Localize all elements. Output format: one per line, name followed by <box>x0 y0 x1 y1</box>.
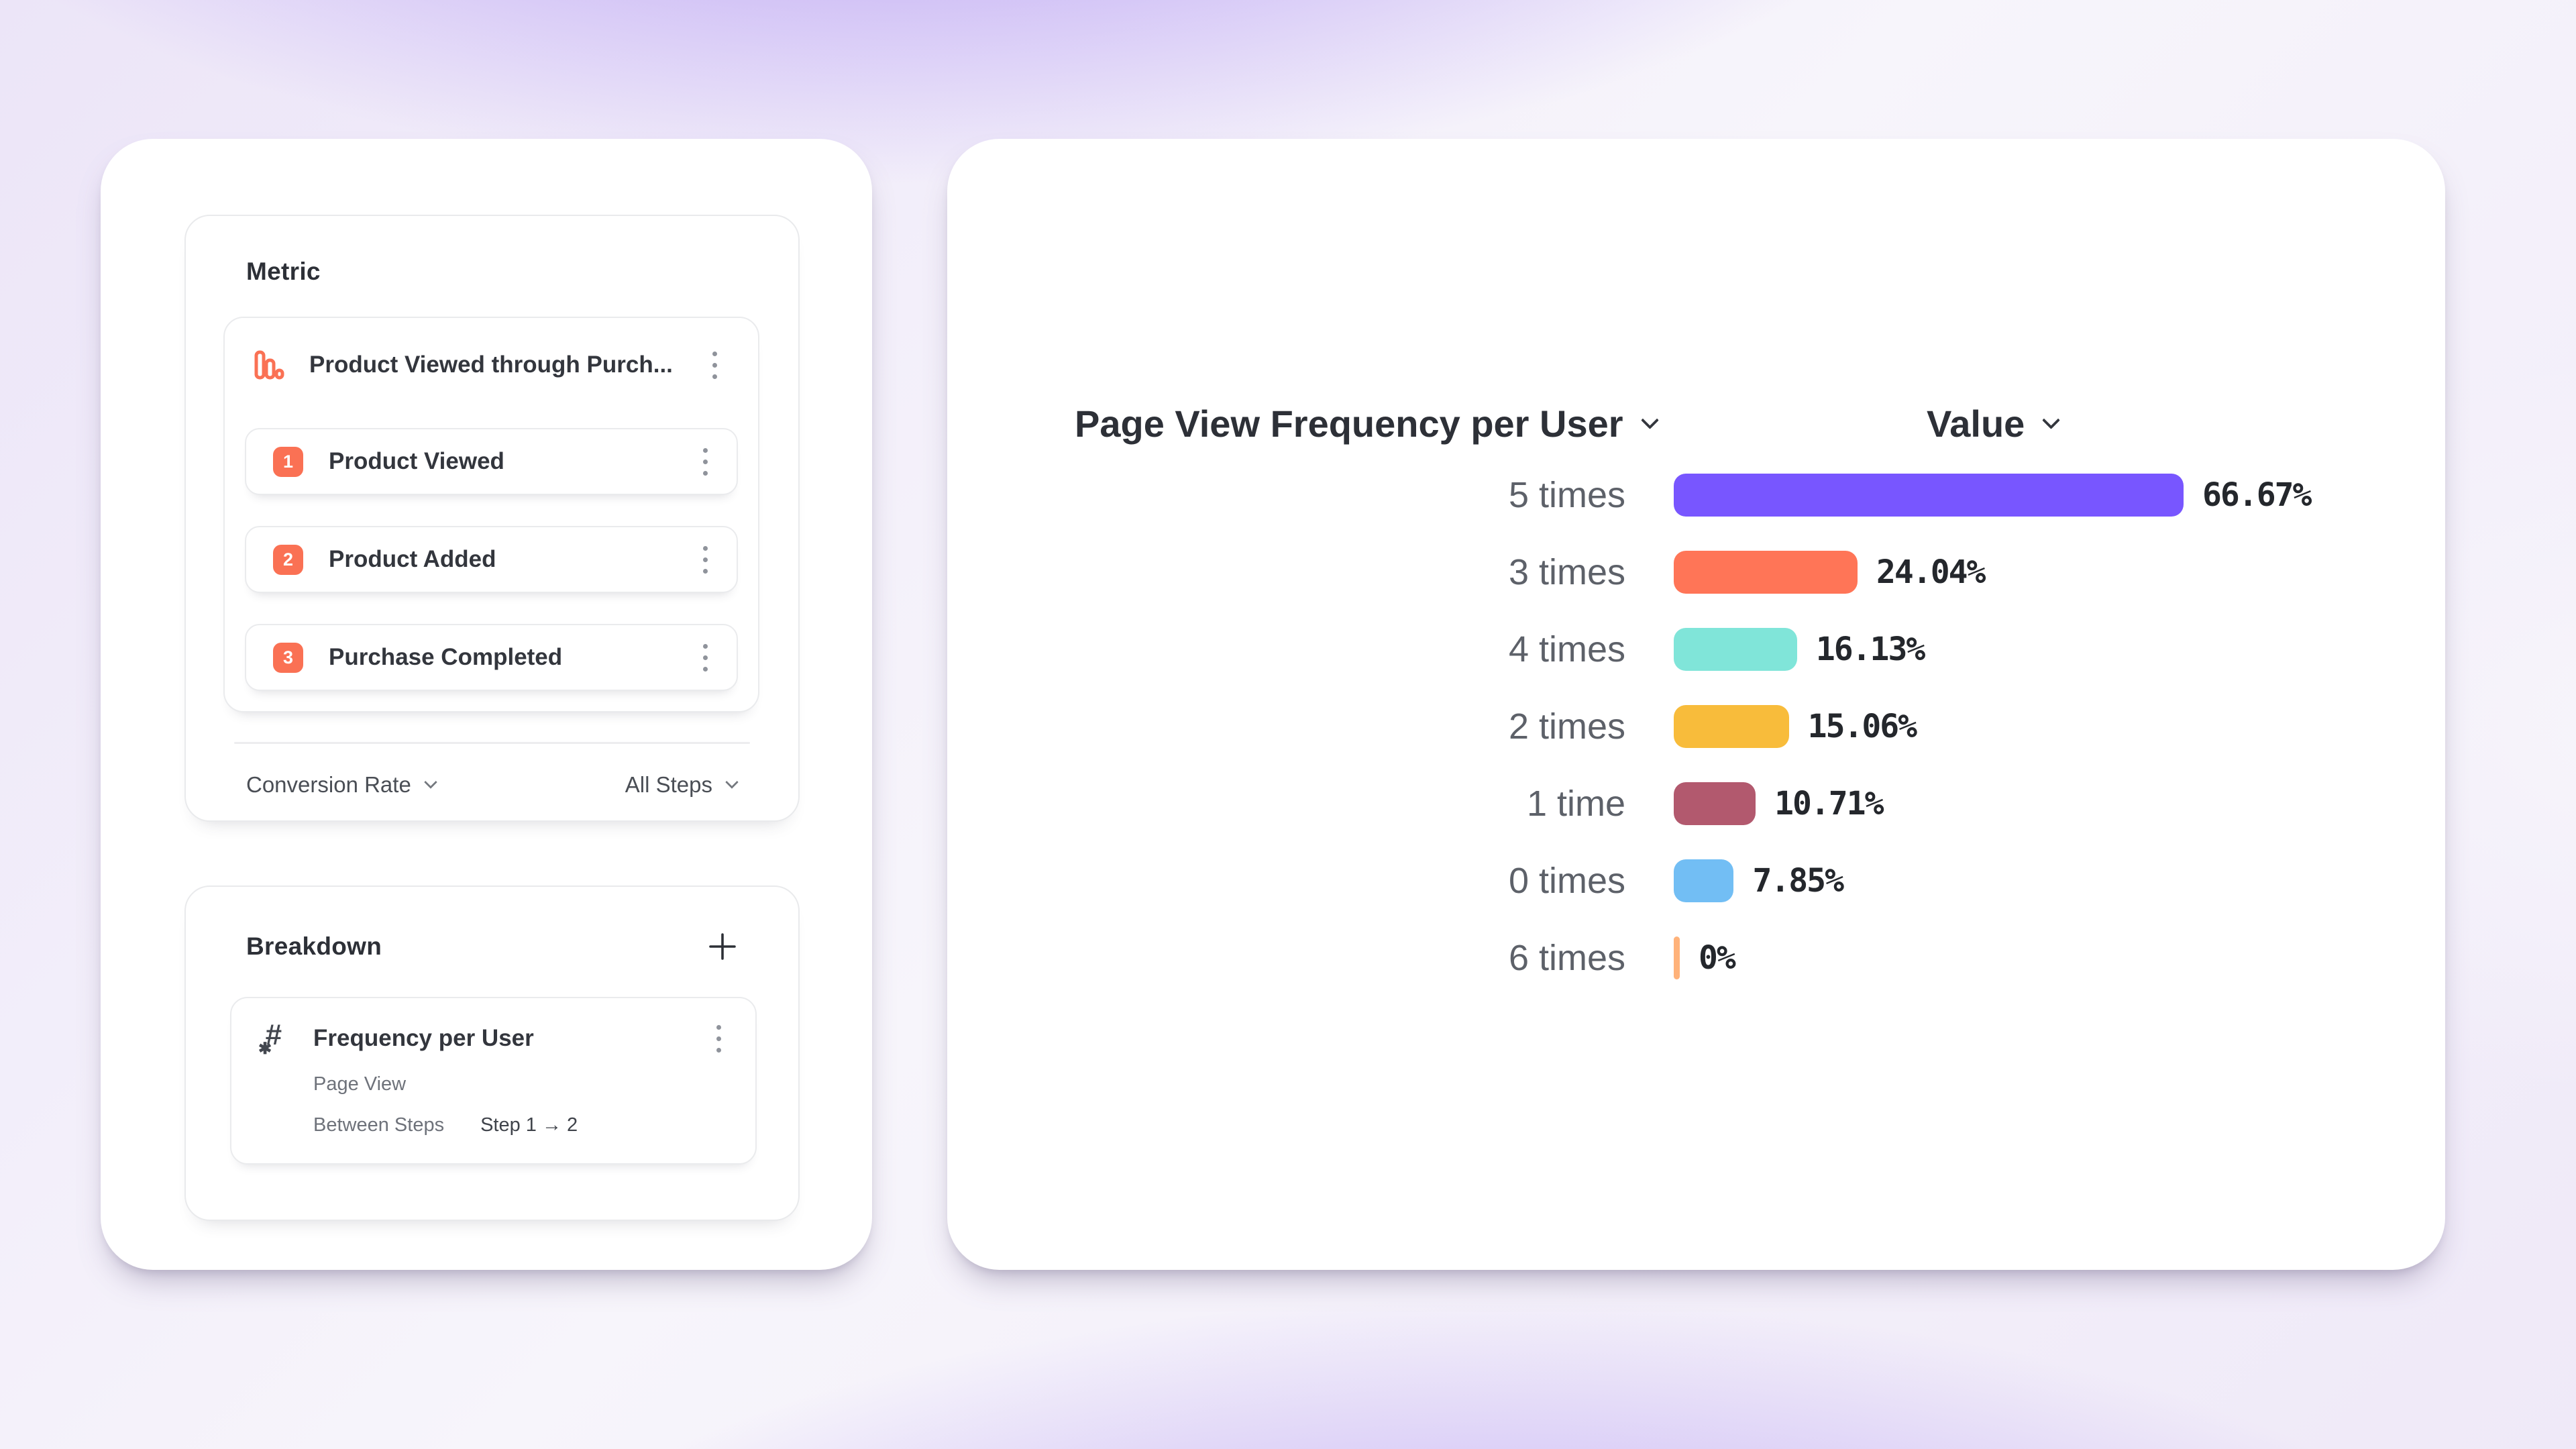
chart-row: 1 time 10.71% <box>947 765 2445 842</box>
value-label: 10.71% <box>1774 784 1884 822</box>
step-label: Purchase Completed <box>329 644 563 670</box>
value-column-header[interactable]: Value <box>1927 402 2061 445</box>
metric-name: Product Viewed through Purch... <box>309 352 673 378</box>
value-label: 7.85% <box>1752 861 1843 900</box>
category-label: 6 times <box>1508 937 1625 978</box>
breakdown-meta-row: Between Steps Step 1 → 2 <box>313 1114 733 1136</box>
chart-row: 6 times 0% <box>947 919 2445 996</box>
query-builder-panel: Metric Product Viewed through Purch... 1… <box>101 139 872 1270</box>
bar[interactable] <box>1674 550 1858 594</box>
category-label: 0 times <box>1508 860 1625 901</box>
metric-kebab-menu-icon[interactable] <box>700 347 729 383</box>
series-column-header-label: Page View Frequency per User <box>1075 402 1623 445</box>
step-kebab-menu-icon[interactable] <box>691 444 719 480</box>
bar[interactable] <box>1674 704 1789 748</box>
value-label: 0% <box>1699 938 1736 977</box>
category-label: 1 time <box>1526 783 1625 824</box>
chevron-down-icon <box>1640 411 1659 429</box>
value-label: 15.06% <box>1807 707 1917 745</box>
breakdown-card-title: Breakdown <box>246 932 382 960</box>
steps-scope-dropdown[interactable]: All Steps <box>625 772 739 798</box>
value-column-header-label: Value <box>1927 402 2025 445</box>
chart-row: 0 times 7.85% <box>947 842 2445 919</box>
breakdown-item[interactable]: # ✱ Frequency per User Page View Between … <box>230 997 757 1165</box>
bar[interactable] <box>1674 627 1797 671</box>
step-label: Product Viewed <box>329 448 504 474</box>
category-label: 4 times <box>1508 629 1625 669</box>
step-kebab-menu-icon[interactable] <box>691 640 719 676</box>
chart-panel: Page View Frequency per User Value 5 tim… <box>947 139 2445 1270</box>
measurement-dropdown-label: Conversion Rate <box>246 772 411 797</box>
step-label: Product Added <box>329 546 496 572</box>
metric-group[interactable]: Product Viewed through Purch... 1 Produc… <box>223 317 759 712</box>
metric-card-title: Metric <box>246 258 321 285</box>
breakdown-item-header: # ✱ Frequency per User <box>258 1018 733 1058</box>
chevron-down-icon <box>423 775 437 789</box>
chart-row: 5 times 66.67% <box>947 456 2445 533</box>
steps-scope-dropdown-label: All Steps <box>625 772 712 797</box>
step-number-badge: 1 <box>273 446 303 477</box>
funnel-step-2[interactable]: 2 Product Added <box>245 526 738 593</box>
measurement-dropdown[interactable]: Conversion Rate <box>246 772 437 798</box>
chart-row: 2 times 15.06% <box>947 688 2445 765</box>
metric-group-header[interactable]: Product Viewed through Purch... <box>245 333 738 397</box>
breakdown-header: Breakdown <box>246 931 738 962</box>
value-label: 24.04% <box>1876 553 1986 591</box>
value-label: 16.13% <box>1815 630 1925 668</box>
category-label: 5 times <box>1508 474 1625 515</box>
metric-footer: Conversion Rate All Steps <box>222 744 762 798</box>
bar-chart-icon <box>254 350 284 380</box>
bar[interactable] <box>1674 859 1734 902</box>
series-column-header[interactable]: Page View Frequency per User <box>1075 402 1659 445</box>
breakdown-meta-label: Between Steps <box>313 1114 445 1136</box>
bar[interactable] <box>1674 782 1756 825</box>
breakdown-kebab-menu-icon[interactable] <box>704 1021 733 1057</box>
breakdown-card: Breakdown # ✱ Frequency per User Page Vie… <box>184 885 800 1221</box>
step-number-badge: 3 <box>273 642 303 673</box>
step-kebab-menu-icon[interactable] <box>691 542 719 578</box>
bar-chart: 5 times 66.67% 3 times 24.04% 4 times 16… <box>947 456 2445 996</box>
numeric-property-icon: # ✱ <box>258 1018 282 1058</box>
step-number-badge: 2 <box>273 544 303 575</box>
breakdown-step-range[interactable]: Step 1 → 2 <box>480 1114 578 1136</box>
bar[interactable] <box>1674 936 1680 979</box>
funnel-step-3[interactable]: 3 Purchase Completed <box>245 624 738 691</box>
add-breakdown-icon[interactable] <box>707 931 738 962</box>
category-label: 3 times <box>1508 551 1625 592</box>
value-label: 66.67% <box>2202 476 2312 514</box>
breakdown-property-name: Frequency per User <box>313 1025 534 1051</box>
chevron-down-icon <box>725 775 739 789</box>
chart-row: 3 times 24.04% <box>947 533 2445 610</box>
breakdown-event-name: Page View <box>313 1073 407 1095</box>
divider <box>234 742 750 744</box>
metric-card: Metric Product Viewed through Purch... 1… <box>184 215 800 822</box>
bar[interactable] <box>1674 473 2184 517</box>
category-label: 2 times <box>1508 706 1625 747</box>
chart-row: 4 times 16.13% <box>947 610 2445 688</box>
chevron-down-icon <box>2042 411 2061 429</box>
funnel-step-1[interactable]: 1 Product Viewed <box>245 428 738 495</box>
